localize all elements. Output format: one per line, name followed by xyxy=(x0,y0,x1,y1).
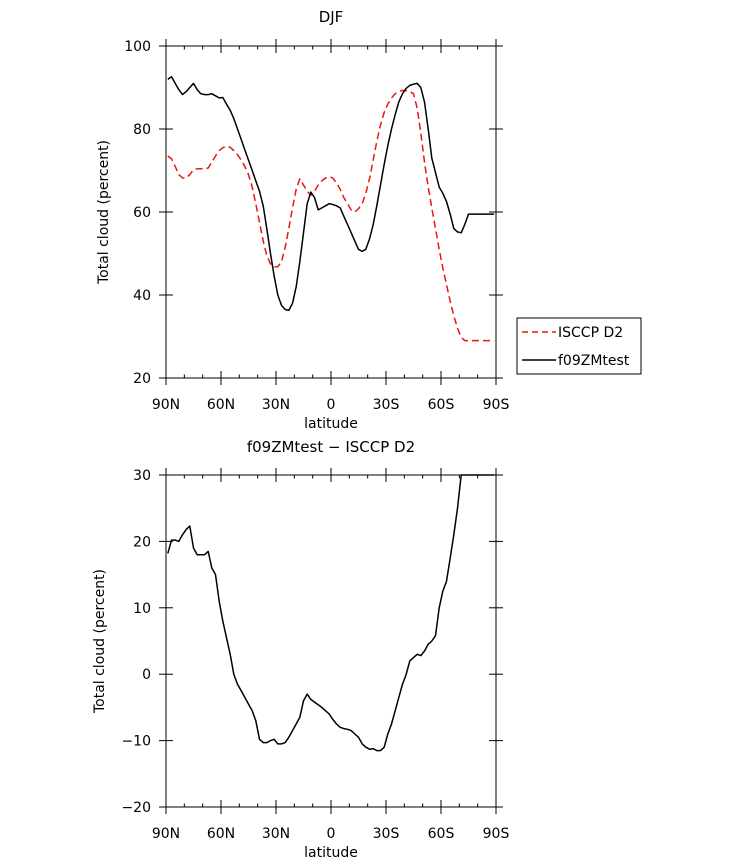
chart-2-plot-frame xyxy=(165,474,497,808)
chart-1-x-axis-label: latitude xyxy=(304,416,358,432)
chart-1-series-line-2 xyxy=(167,75,495,312)
chart-1-y-tick-label: 20 xyxy=(133,371,151,387)
legend: ISCCP D2 f09ZMtest xyxy=(516,317,642,375)
chart-2-y-tick-label: −10 xyxy=(121,734,151,750)
chart-2-y-axis-label: Total cloud (percent) xyxy=(92,569,108,714)
chart-1-y-tick-label: 80 xyxy=(133,122,151,138)
chart-2-ticks xyxy=(159,468,503,814)
chart-1-y-tick-labels: 20 40 60 80 100 xyxy=(124,39,151,387)
chart-1-x-tick-label: 60S xyxy=(428,397,455,413)
chart-2-x-tick-label: 30N xyxy=(262,826,290,842)
chart-2-y-tick-label: 30 xyxy=(133,468,151,484)
chart-1-x-tick-label: 90S xyxy=(483,397,510,413)
chart-1-y-axis-label: Total cloud (percent) xyxy=(96,140,112,285)
chart-2-y-tick-labels: −20 −10 0 10 20 30 xyxy=(121,468,151,816)
chart-1-y-tick-label: 60 xyxy=(133,205,151,221)
legend-label-isccp: ISCCP D2 xyxy=(558,325,623,341)
chart-2-y-tick-label: 20 xyxy=(133,534,151,550)
chart-1-y-tick-label: 100 xyxy=(124,39,151,55)
chart-1-x-tick-label: 30N xyxy=(262,397,290,413)
chart-2-x-tick-label: 90N xyxy=(152,826,180,842)
chart-1-x-tick-labels: 90N 60N 30N 0 30S 60S 90S xyxy=(152,397,510,413)
chart-2-title: f09ZMtest − ISCCP D2 xyxy=(247,438,415,456)
chart-2-x-tick-label: 60N xyxy=(207,826,235,842)
chart-1-y-tick-label: 40 xyxy=(133,288,151,304)
chart-2-x-tick-label: 60S xyxy=(428,826,455,842)
chart-1-x-tick-label: 60N xyxy=(207,397,235,413)
chart-1-x-tick-label: 90N xyxy=(152,397,180,413)
chart-2-y-tick-label: 10 xyxy=(133,601,151,617)
chart-2-series xyxy=(167,474,495,752)
chart-1-series-line-1 xyxy=(167,89,495,342)
chart-2-x-axis-label: latitude xyxy=(304,845,358,861)
chart-1-x-tick-label: 30S xyxy=(373,397,400,413)
chart-2-y-tick-label: −20 xyxy=(121,800,151,816)
chart-1-title: DJF xyxy=(319,8,344,26)
chart-2-series-line-1 xyxy=(167,474,495,752)
legend-box xyxy=(516,317,642,375)
chart-2-x-tick-label: 90S xyxy=(483,826,510,842)
chart-1-x-tick-label: 0 xyxy=(327,397,336,413)
chart-1-ticks xyxy=(159,39,503,385)
chart-2-x-tick-labels: 90N 60N 30N 0 30S 60S 90S xyxy=(152,826,510,842)
chart-2-y-tick-label: 0 xyxy=(142,667,151,683)
chart-2-x-tick-label: 30S xyxy=(373,826,400,842)
chart-2-x-tick-label: 0 xyxy=(327,826,336,842)
chart-1-series xyxy=(167,75,495,342)
legend-label-model: f09ZMtest xyxy=(558,353,630,369)
